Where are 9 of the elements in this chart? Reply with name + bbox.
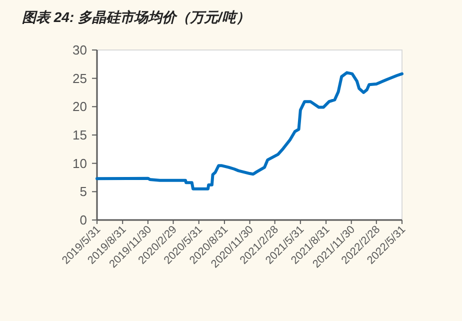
chart-title: 图表 24: 多晶硅市场均价（万元/吨） xyxy=(22,9,250,25)
y-tick-label: 5 xyxy=(80,184,87,200)
y-tick-label: 0 xyxy=(80,212,87,228)
y-tick-label: 30 xyxy=(72,42,87,58)
y-tick-label: 10 xyxy=(72,156,87,171)
line-series xyxy=(96,71,404,190)
y-tick-label: 25 xyxy=(72,70,87,86)
y-tick-label: 20 xyxy=(72,99,87,114)
y-tick-label: 15 xyxy=(72,128,87,142)
